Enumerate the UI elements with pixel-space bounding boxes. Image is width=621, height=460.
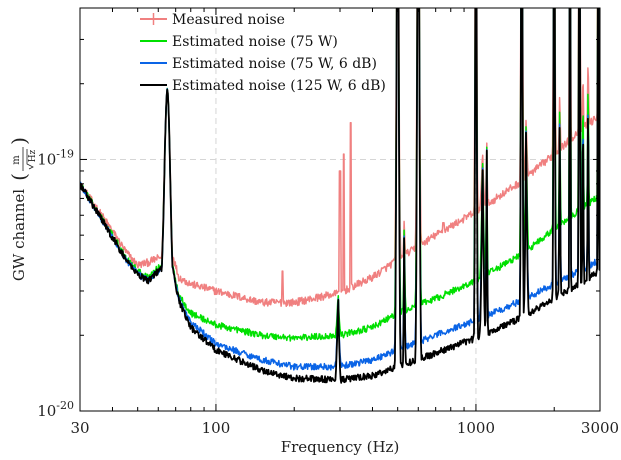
x-tick-label: 3000 <box>581 419 619 437</box>
x-axis-label: Frequency (Hz) <box>281 438 400 456</box>
y-tick-label: 10-19 <box>37 147 74 168</box>
series-layer <box>80 8 600 384</box>
legend-label-3: Estimated noise (75 W, 6 dB) <box>172 56 377 72</box>
axis-ticks <box>80 7 600 412</box>
y-axis-paren-close: ) <box>7 137 31 145</box>
legend-label-4: Estimated noise (125 W, 6 dB) <box>172 78 386 94</box>
tick-labels: 30 100 1000 3000 10-20 10-19 <box>37 147 619 437</box>
legend-label-1: Measured noise <box>172 12 285 28</box>
y-axis-label-text: GW channel <box>10 189 28 281</box>
x-tick-label: 1000 <box>457 419 495 437</box>
y-unit-sqrt-sign <box>26 149 34 170</box>
x-tick-label: 30 <box>70 419 89 437</box>
y-axis-label: GW channel ( m Hz ) <box>7 137 38 281</box>
y-tick-label: 10-20 <box>37 399 74 420</box>
y-unit-numerator: m <box>11 155 22 165</box>
y-axis-paren-open: ( <box>7 173 31 181</box>
series-line-4 <box>80 8 600 384</box>
x-tick-label: 100 <box>202 419 231 437</box>
legend-label-2: Estimated noise (75 W) <box>172 34 338 50</box>
y-unit-denominator: Hz <box>28 149 38 162</box>
legend: Measured noise Estimated noise (75 W) Esti… <box>140 12 386 94</box>
